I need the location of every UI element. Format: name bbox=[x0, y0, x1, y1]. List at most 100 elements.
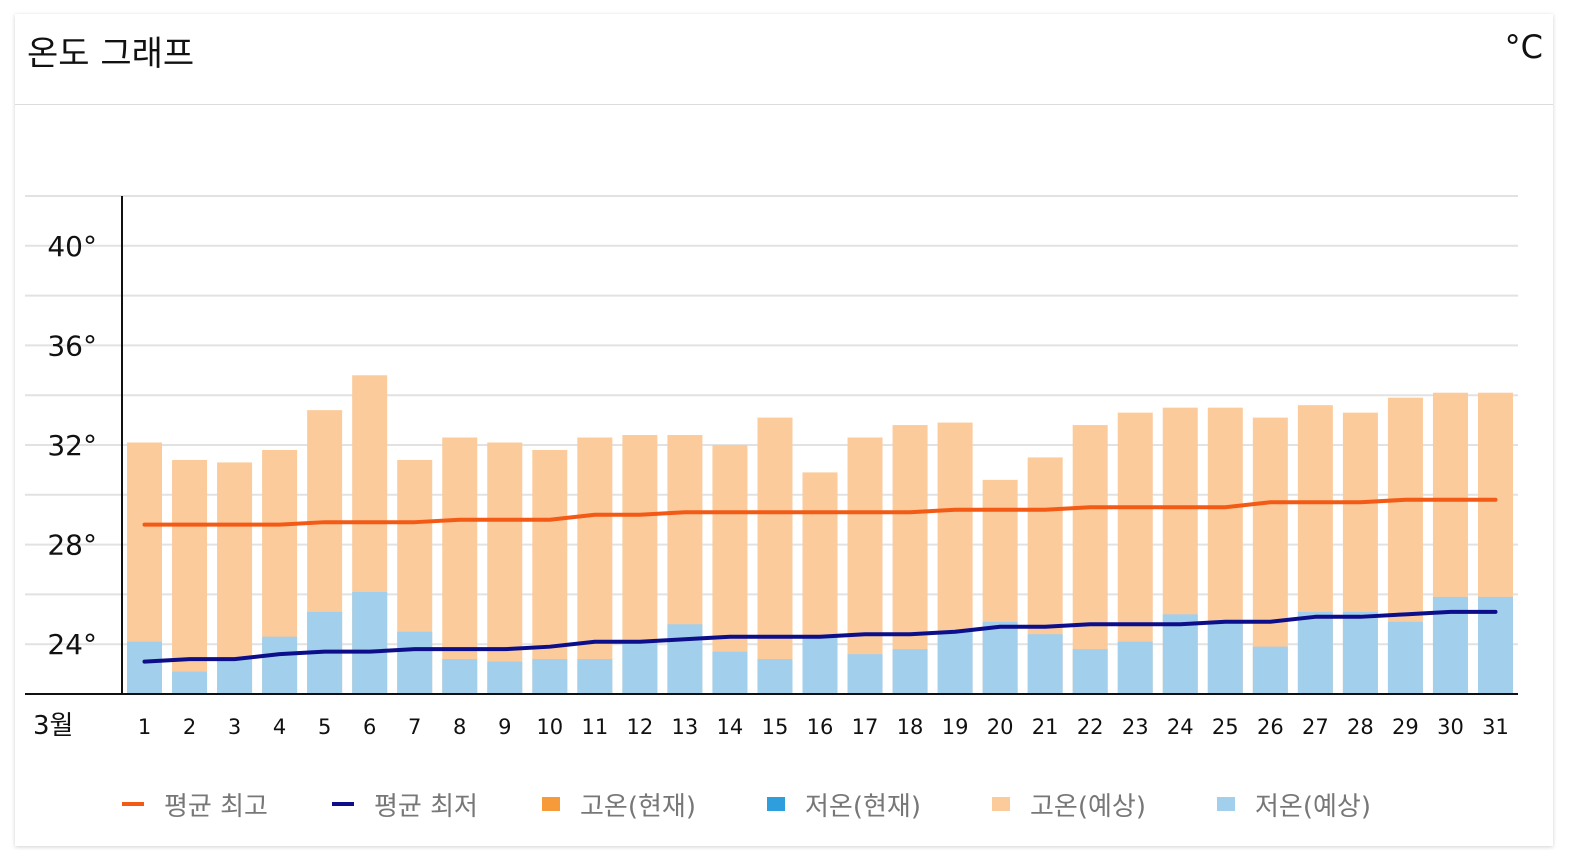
legend-label: 저온(현재) bbox=[805, 791, 921, 822]
bar-low-4 bbox=[262, 636, 298, 694]
legend: 평균 최고 평균 최저 고온(현재) 저온(현재) 고온(예상) 저온(예상) bbox=[15, 784, 1553, 824]
legend-swatch bbox=[542, 797, 560, 811]
bar-low-26 bbox=[1252, 646, 1288, 694]
x-tick-label: 31 bbox=[1482, 715, 1509, 739]
x-tick-label: 2 bbox=[183, 715, 196, 739]
bar-low-16 bbox=[802, 636, 838, 694]
card-header: 온도 그래프 °C bbox=[15, 14, 1553, 105]
x-tick-label: 30 bbox=[1437, 715, 1464, 739]
y-tick-label: 32° bbox=[47, 429, 97, 462]
x-tick-label: 9 bbox=[498, 715, 511, 739]
bar-low-14 bbox=[712, 651, 748, 694]
x-tick-label: 28 bbox=[1347, 715, 1374, 739]
x-tick-label: 5 bbox=[318, 715, 331, 739]
x-tick-label: 10 bbox=[536, 715, 563, 739]
bar-high-11 bbox=[577, 437, 613, 694]
unit-toggle[interactable]: °C bbox=[1504, 28, 1543, 66]
bar-low-28 bbox=[1342, 611, 1378, 694]
x-tick-label: 24 bbox=[1167, 715, 1194, 739]
x-tick-label: 20 bbox=[987, 715, 1014, 739]
legend-label: 고온(현재) bbox=[580, 791, 696, 822]
legend-item[interactable]: 고온(예상) bbox=[992, 784, 1146, 824]
x-tick-label: 17 bbox=[852, 715, 879, 739]
x-tick-label: 18 bbox=[897, 715, 924, 739]
legend-swatch bbox=[332, 802, 354, 806]
bar-low-11 bbox=[577, 659, 613, 694]
bar-low-29 bbox=[1387, 621, 1423, 694]
legend-label: 고온(예상) bbox=[1030, 791, 1146, 822]
x-tick-label: 15 bbox=[762, 715, 789, 739]
legend-swatch bbox=[767, 797, 785, 811]
x-tick-label: 22 bbox=[1077, 715, 1104, 739]
x-tick-label: 11 bbox=[581, 715, 608, 739]
x-tick-label: 3 bbox=[228, 715, 241, 739]
bar-low-12 bbox=[622, 641, 658, 694]
bar-low-18 bbox=[892, 649, 928, 694]
y-tick-label: 36° bbox=[47, 329, 97, 362]
legend-item[interactable]: 고온(현재) bbox=[542, 784, 696, 824]
bar-low-13 bbox=[667, 624, 703, 694]
legend-label: 저온(예상) bbox=[1255, 791, 1371, 822]
avg-high-line bbox=[142, 497, 1498, 527]
legend-swatch bbox=[122, 802, 144, 806]
bar-high-2 bbox=[172, 459, 208, 694]
temperature-card: 온도 그래프 °C 24° 28° 32° 36° 40° 3월 1 2 3 4 5 6 7 8 9 10 11… bbox=[15, 14, 1553, 846]
bar-low-21 bbox=[1027, 634, 1063, 694]
avg-low-line bbox=[142, 609, 1498, 664]
tick-labels: 24°28°32°36°40°3월 1 2 3 4 5 6 7 8 9 10 11 12 13 14 15 16… bbox=[33, 230, 1509, 741]
y-tick-label: 40° bbox=[47, 230, 97, 263]
x-tick-label: 6 bbox=[363, 715, 376, 739]
bars bbox=[127, 375, 1513, 694]
bar-low-2 bbox=[172, 671, 208, 694]
legend-swatch bbox=[1217, 797, 1235, 811]
x-tick-label: 4 bbox=[273, 715, 286, 739]
bar-high-17 bbox=[847, 437, 883, 694]
x-tick-label: 7 bbox=[408, 715, 421, 739]
x-tick-label: 1 bbox=[138, 715, 151, 739]
bar-high-9 bbox=[487, 442, 523, 694]
x-tick-label: 26 bbox=[1257, 715, 1284, 739]
card-title: 온도 그래프 bbox=[27, 34, 195, 74]
legend-swatch bbox=[992, 797, 1010, 811]
bar-high-10 bbox=[532, 449, 568, 694]
bar-low-22 bbox=[1072, 649, 1108, 694]
y-tick-label: 24° bbox=[47, 628, 97, 661]
bar-low-7 bbox=[397, 631, 433, 694]
x-tick-label: 27 bbox=[1302, 715, 1329, 739]
x-tick-label: 16 bbox=[807, 715, 834, 739]
bar-low-15 bbox=[757, 659, 793, 694]
bar-high-15 bbox=[757, 417, 793, 694]
bar-low-8 bbox=[442, 659, 478, 694]
bar-high-3 bbox=[217, 462, 253, 694]
x-tick-label: 29 bbox=[1392, 715, 1419, 739]
bar-low-3 bbox=[217, 659, 253, 694]
legend-item[interactable]: 평균 최저 bbox=[332, 784, 478, 824]
axes bbox=[25, 196, 1518, 695]
legend-item[interactable]: 평균 최고 bbox=[122, 784, 268, 824]
bar-low-23 bbox=[1117, 641, 1153, 694]
x-tick-label: 25 bbox=[1212, 715, 1239, 739]
temperature-chart: 24°28°32°36°40°3월 1 2 3 4 5 6 7 8 9 10 11 12 13 14 15 16… bbox=[25, 195, 1518, 741]
x-tick-label: 14 bbox=[717, 715, 744, 739]
x-tick-label: 21 bbox=[1032, 715, 1059, 739]
bar-low-24 bbox=[1162, 614, 1198, 694]
x-tick-label: 8 bbox=[453, 715, 466, 739]
legend-label: 평균 최저 bbox=[374, 791, 478, 822]
x-tick-label: 19 bbox=[942, 715, 969, 739]
bar-high-8 bbox=[442, 437, 478, 694]
lines bbox=[142, 497, 1498, 664]
legend-label: 평균 최고 bbox=[164, 791, 268, 822]
bar-low-19 bbox=[937, 631, 973, 694]
bar-low-6 bbox=[352, 591, 388, 694]
legend-item[interactable]: 저온(현재) bbox=[767, 784, 921, 824]
bar-low-25 bbox=[1207, 621, 1243, 694]
y-tick-label: 28° bbox=[47, 529, 97, 562]
bar-low-20 bbox=[982, 621, 1018, 694]
x-tick-label: 12 bbox=[627, 715, 654, 739]
bar-low-9 bbox=[487, 661, 523, 694]
legend-item[interactable]: 저온(예상) bbox=[1217, 784, 1371, 824]
bar-low-10 bbox=[532, 659, 568, 694]
x-tick-label: 13 bbox=[672, 715, 699, 739]
bar-low-17 bbox=[847, 654, 883, 694]
x-axis-label: 3월 bbox=[33, 711, 73, 741]
